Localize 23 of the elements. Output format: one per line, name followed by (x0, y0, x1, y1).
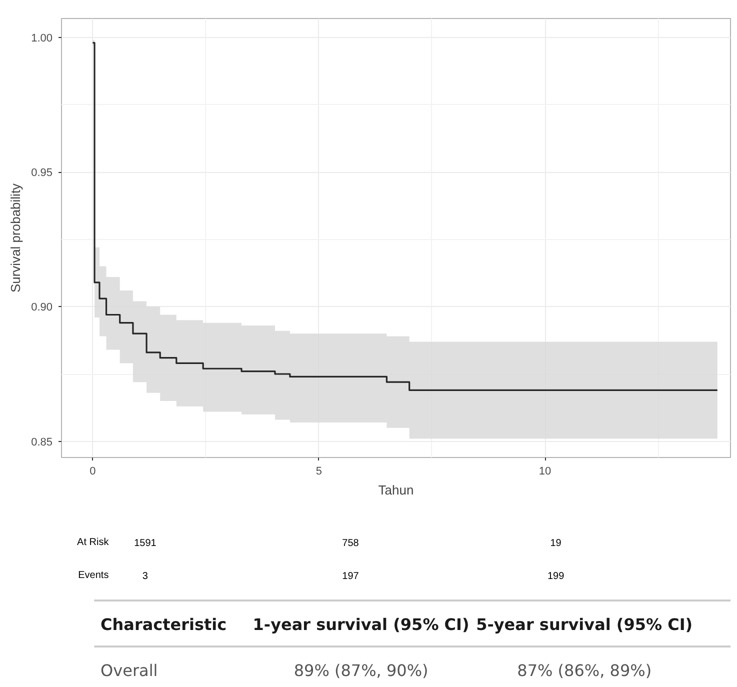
text: Events (78, 570, 109, 581)
text: Characteristic (100, 615, 227, 634)
text: At Risk (77, 537, 110, 548)
x-tick-label: 10 (538, 466, 552, 478)
text: Overall (100, 661, 158, 680)
y-tick-label: 0.85 (31, 436, 53, 448)
text: 1591 (134, 538, 157, 549)
text: 3 (142, 571, 148, 582)
y-axis-title: Survival probability (8, 182, 24, 293)
x-axis-title: Tahun (378, 482, 414, 498)
text: 19 (550, 538, 562, 549)
y-tick-label: 1.00 (31, 32, 53, 44)
text: 199 (547, 571, 565, 582)
x-tick-label: 5 (316, 466, 322, 478)
y-tick-label: 0.95 (31, 167, 53, 180)
text: 758 (342, 538, 360, 549)
text: 5-year survival (95% CI) (476, 615, 693, 634)
x-tick-label: 0 (90, 466, 96, 478)
text: 1-year survival (95% CI) (252, 615, 470, 634)
y-tick-label: 0.90 (31, 302, 53, 314)
text: 89% (87%, 90%) (294, 661, 428, 680)
text: 87% (86%, 89%) (517, 661, 652, 680)
text: 197 (342, 571, 360, 582)
